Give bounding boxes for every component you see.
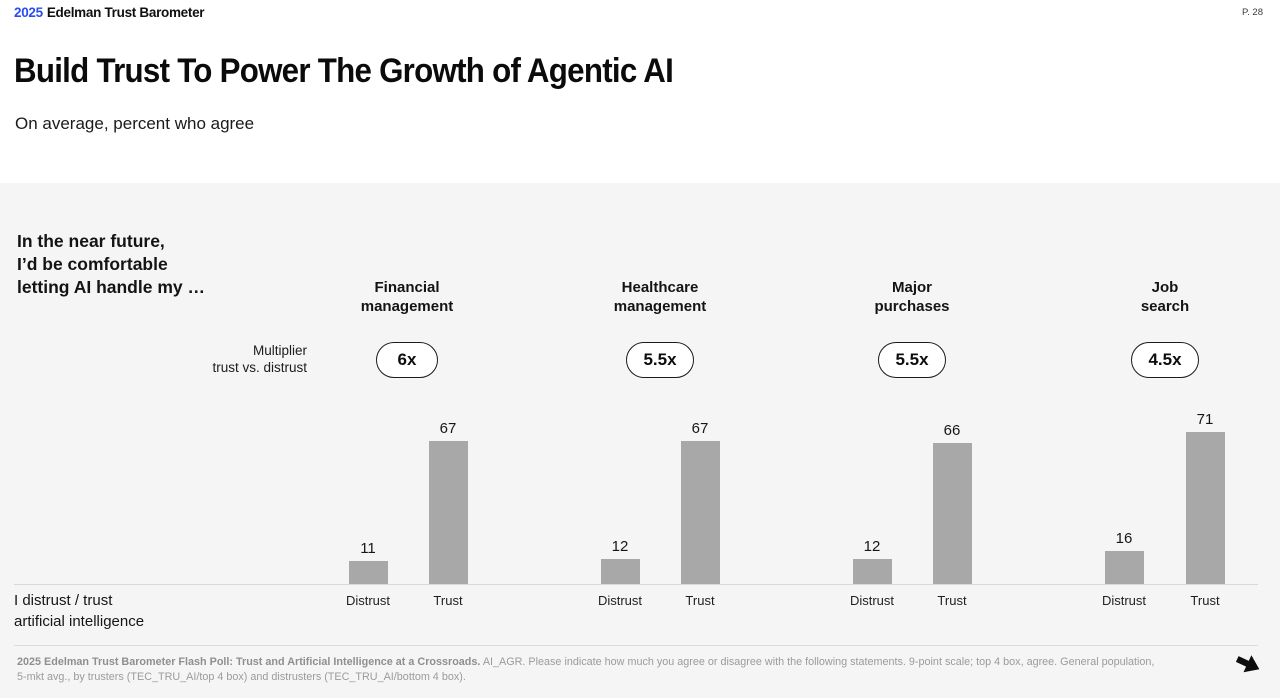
axis-note: I distrust / trust artificial intelligen… xyxy=(14,590,144,632)
column-header-job-search: Job search xyxy=(1045,278,1280,316)
bar xyxy=(932,443,972,585)
tick-label-distrust: Distrust xyxy=(849,593,895,608)
bar-job-search-trust: 71 xyxy=(1175,411,1235,585)
multiplier-note: Multiplier trust vs. distrust xyxy=(107,343,307,376)
bar-value-label: 16 xyxy=(1115,530,1133,547)
bar-value-label: 67 xyxy=(691,420,709,437)
multiplier-badge: 5.5x xyxy=(626,342,694,378)
column-header-line: search xyxy=(1140,298,1190,315)
column-header-line: purchases xyxy=(874,298,950,315)
bar xyxy=(1185,432,1225,585)
multiplier-note-line: trust vs. distrust xyxy=(212,359,307,375)
column-header-healthcare-management: Healthcare management xyxy=(540,278,780,316)
footnote: 2025 Edelman Trust Barometer Flash Poll:… xyxy=(17,655,1162,684)
bar-value-label: 71 xyxy=(1196,411,1214,428)
bar xyxy=(348,561,388,585)
bar-value-label: 12 xyxy=(863,538,881,555)
column-header-line: management xyxy=(613,298,707,315)
multiplier-badge-row: 5.5x xyxy=(792,342,1032,378)
brand-logo: 2025 Edelman Trust Barometer xyxy=(14,5,205,20)
footnote-regular: AI_AGR. Please indicate how much you agr… xyxy=(17,656,1155,683)
multiplier-badge-row: 6x xyxy=(287,342,527,378)
brand-year: 2025 xyxy=(14,5,43,20)
bar-value-label: 66 xyxy=(943,422,961,439)
footer-divider xyxy=(14,645,1258,646)
chart-baseline xyxy=(14,584,1258,585)
column-header-major-purchases: Major purchases xyxy=(792,278,1032,316)
chart-intro-statement: In the near future, I’d be comfortable l… xyxy=(17,230,205,299)
tick-label-trust: Trust xyxy=(433,593,463,608)
tick-label-distrust: Distrust xyxy=(597,593,643,608)
bar xyxy=(428,441,468,585)
column-header-line: management xyxy=(360,298,454,315)
intro-line: I’d be comfortable xyxy=(17,254,168,274)
multiplier-note-line: Multiplier xyxy=(252,343,307,358)
bar-value-label: 67 xyxy=(439,420,457,437)
multiplier-badge-row: 5.5x xyxy=(540,342,780,378)
bar-value-label: 11 xyxy=(360,540,376,557)
bar-healthcare-trust: 67 xyxy=(670,420,730,585)
column-header-financial-management: Financial management xyxy=(287,278,527,316)
page-number: P. 28 xyxy=(1242,7,1263,18)
bar xyxy=(600,559,640,585)
bar-financial-distrust: 11 xyxy=(338,540,398,585)
bar-healthcare-distrust: 12 xyxy=(590,538,650,585)
tick-label-distrust: Distrust xyxy=(1101,593,1147,608)
bar-value-label: 12 xyxy=(611,538,629,555)
tick-label-distrust: Distrust xyxy=(345,593,391,608)
bar-major-purchases-trust: 66 xyxy=(922,422,982,585)
page-subtitle: On average, percent who agree xyxy=(15,114,255,133)
axis-note-line: artificial intelligence xyxy=(14,613,145,630)
bar-financial-trust: 67 xyxy=(418,420,478,585)
column-header-line: Job xyxy=(1151,279,1179,296)
multiplier-badge: 6x xyxy=(376,342,438,378)
column-header-line: Financial xyxy=(374,279,440,296)
bar xyxy=(1104,551,1144,585)
next-arrow-icon[interactable] xyxy=(1233,649,1265,681)
column-header-line: Major xyxy=(891,279,932,296)
bar-job-search-distrust: 16 xyxy=(1094,530,1154,585)
bar-major-purchases-distrust: 12 xyxy=(842,538,902,585)
bar xyxy=(680,441,720,585)
tick-label-trust: Trust xyxy=(937,593,967,608)
intro-line: letting AI handle my … xyxy=(17,277,205,297)
chart-panel-background xyxy=(0,183,1280,698)
brand-name: Edelman Trust Barometer xyxy=(46,5,205,20)
column-header-line: Healthcare xyxy=(621,279,699,296)
bar xyxy=(852,559,892,585)
tick-label-trust: Trust xyxy=(1190,593,1220,608)
multiplier-badge: 5.5x xyxy=(878,342,946,378)
axis-note-line: I distrust / trust xyxy=(14,592,113,609)
intro-line: In the near future, xyxy=(17,231,165,251)
footnote-bold: 2025 Edelman Trust Barometer Flash Poll:… xyxy=(17,656,481,668)
tick-label-trust: Trust xyxy=(685,593,715,608)
page-title: Build Trust To Power The Growth of Agent… xyxy=(14,52,674,90)
multiplier-badge: 4.5x xyxy=(1131,342,1199,378)
multiplier-badge-row: 4.5x xyxy=(1045,342,1280,378)
